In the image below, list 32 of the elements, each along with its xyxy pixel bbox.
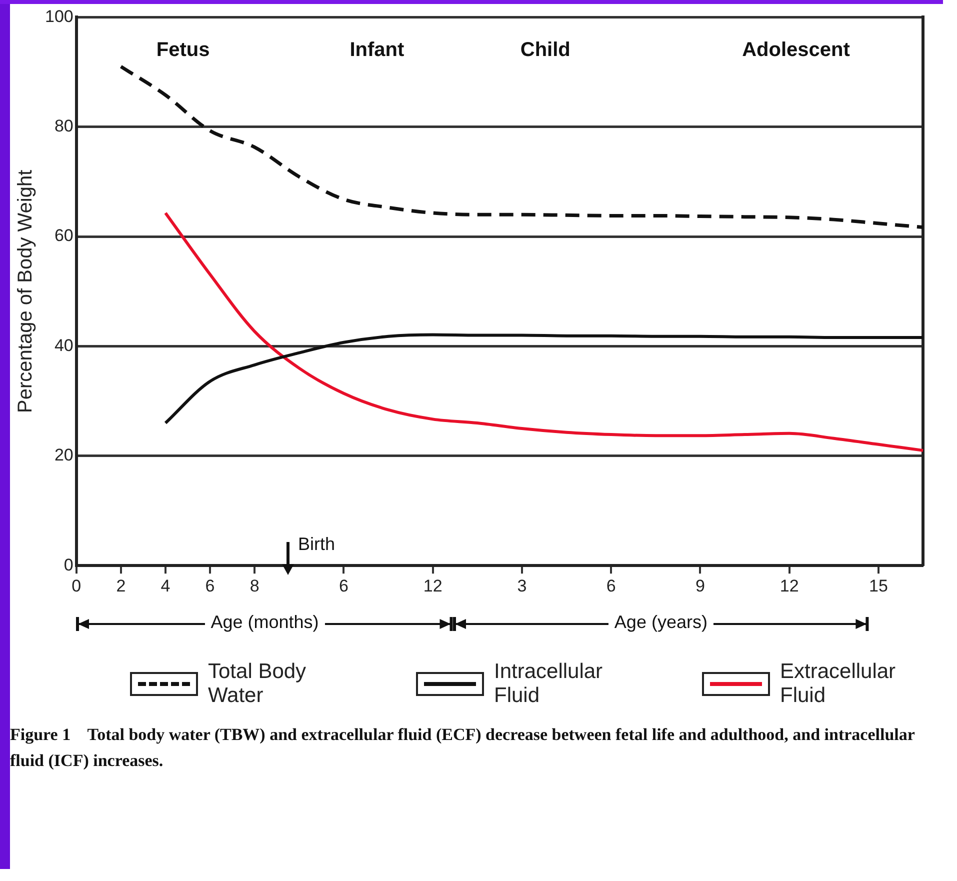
- x-tick-label: 6: [205, 576, 215, 596]
- legend-label: Total Body Water: [208, 660, 308, 708]
- text: Age (years): [608, 612, 714, 633]
- x-tick-label: 15: [868, 576, 888, 596]
- y-tick-label: 100: [44, 6, 74, 26]
- annotation: Infant: [350, 39, 404, 62]
- y-axis-title: Percentage of Body Weight: [14, 169, 37, 413]
- annotation: Child: [520, 39, 570, 62]
- x-tick-label: 8: [250, 576, 260, 596]
- x-tick-label: 4: [160, 576, 170, 596]
- caption: Figure 1 Total body water (TBW) and extracellular fluid (ECF) decrease between fetal life and adulthood, and intracellular fluid (ICF) increases.: [10, 724, 916, 772]
- x-tick-label: 2: [116, 576, 126, 596]
- x-tick-label: 12: [423, 576, 442, 596]
- line-series: [164, 211, 924, 452]
- annotation: Birth: [298, 534, 336, 555]
- y-tick-label: 0: [64, 555, 74, 574]
- x-tick-label: 3: [517, 576, 527, 596]
- x-tick-label: 12: [780, 576, 799, 596]
- y-tick-label: 20: [54, 446, 74, 465]
- annotation: Adolescent: [742, 39, 850, 62]
- legend-label: Intracellular Fluid: [494, 660, 604, 708]
- x-tick-label: 6: [338, 576, 348, 596]
- y-tick-label: 60: [54, 226, 74, 246]
- annotation: Fetus: [156, 39, 210, 62]
- line-series: [164, 333, 924, 425]
- x-tick-label: 6: [606, 576, 616, 596]
- y-tick-label: 80: [54, 116, 74, 136]
- text: Age (months): [204, 612, 325, 633]
- x-tick-label: 9: [695, 576, 705, 596]
- y-tick-label: 40: [54, 336, 74, 355]
- legend-label: Extracellular Fluid: [780, 660, 897, 708]
- line-series: [119, 64, 925, 229]
